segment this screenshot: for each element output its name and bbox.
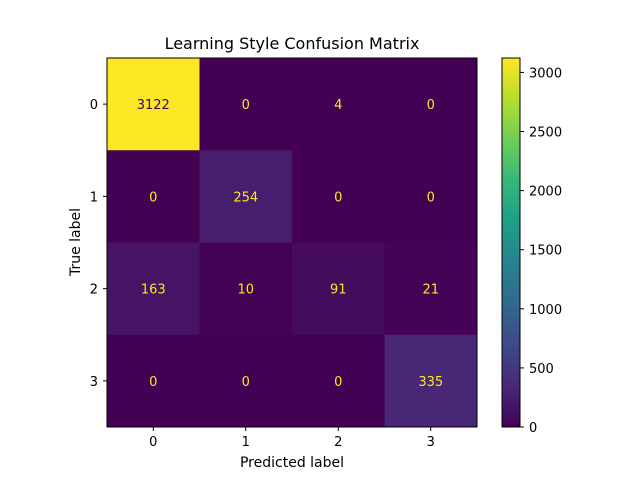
cell-value-r2-c1: 10 [237, 283, 254, 298]
x-tick-label-1: 1 [242, 435, 250, 450]
x-tick-label-0: 0 [149, 435, 157, 450]
cell-value-r1-c2: 0 [334, 190, 342, 205]
colorbar [501, 57, 521, 428]
y-tick-label-1: 1 [90, 190, 98, 205]
cell-value-r2-c3: 21 [422, 283, 439, 298]
y-axis-ticks: 0 1 2 3 [90, 98, 107, 390]
x-tick-label-2: 2 [334, 435, 342, 450]
cell-value-r3-c1: 0 [242, 375, 250, 390]
cell-value-r3-c0: 0 [149, 375, 157, 390]
cell-value-r2-c0: 163 [141, 283, 166, 298]
colorbar-tick-label-1500: 1500 [529, 244, 562, 259]
heatmap-cell-r0-c3 [384, 58, 478, 151]
heatmap-cell-r2-c2 [292, 242, 385, 336]
heatmap-cell-r3-c3 [384, 334, 478, 428]
heatmap-cell-r1-c1 [199, 150, 293, 243]
heatmap-cell-r0-c2 [292, 58, 385, 151]
heatmap-cell-r3-c2 [292, 334, 385, 428]
heatmap-cell-r1-c3 [384, 150, 478, 243]
y-tick-label-2: 2 [90, 283, 98, 298]
y-axis-label: True label [68, 208, 84, 277]
heatmap-cell-r0-c1 [199, 58, 293, 151]
cell-value-r0-c2: 4 [334, 98, 342, 113]
colorbar-tick-label-3000: 3000 [529, 66, 562, 81]
heatmap-cell-r0-c0 [107, 58, 200, 151]
cell-value-r0-c1: 0 [242, 98, 250, 113]
cell-value-r2-c2: 91 [330, 283, 347, 298]
cell-value-r1-c1: 254 [233, 190, 258, 205]
cell-value-r1-c3: 0 [427, 190, 435, 205]
y-tick-label-3: 3 [90, 375, 98, 390]
heatmap-cell-r2-c3 [384, 242, 478, 336]
colorbar-tick-label-2500: 2500 [529, 126, 562, 141]
cell-value-r0-c0: 3122 [137, 98, 170, 113]
heatmap-cell-r1-c2 [292, 150, 385, 243]
plot-frame [106, 57, 478, 428]
cell-value-r0-c3: 0 [427, 98, 435, 113]
chart-title: Learning Style Confusion Matrix [165, 34, 420, 53]
heatmap-cells [107, 58, 478, 428]
heatmap-cell-r3-c0 [107, 334, 200, 428]
x-axis-label: Predicted label [240, 455, 344, 471]
colorbar-ticks: 0 500 1000 1500 2000 2500 3000 [520, 66, 562, 436]
y-tick-label-0: 0 [90, 98, 98, 113]
x-tick-label-3: 3 [427, 435, 435, 450]
cell-value-r3-c2: 0 [334, 375, 342, 390]
colorbar-tick-label-1000: 1000 [529, 303, 562, 318]
heatmap-cell-r1-c0 [107, 150, 200, 243]
colorbar-tick-label-500: 500 [529, 362, 554, 377]
colorbar-tick-label-0: 0 [529, 421, 537, 436]
heatmap-cell-r3-c1 [199, 334, 293, 428]
cell-value-r1-c0: 0 [149, 190, 157, 205]
cell-annotations: 3122 0 4 0 0 254 0 0 163 10 91 21 0 0 0 335 [137, 98, 443, 390]
heatmap-cell-r2-c0 [107, 242, 200, 336]
x-axis-ticks: 0 1 2 3 [149, 427, 435, 450]
colorbar-tick-label-2000: 2000 [529, 185, 562, 200]
cell-value-r3-c3: 335 [418, 375, 443, 390]
heatmap-cell-r2-c1 [199, 242, 293, 336]
